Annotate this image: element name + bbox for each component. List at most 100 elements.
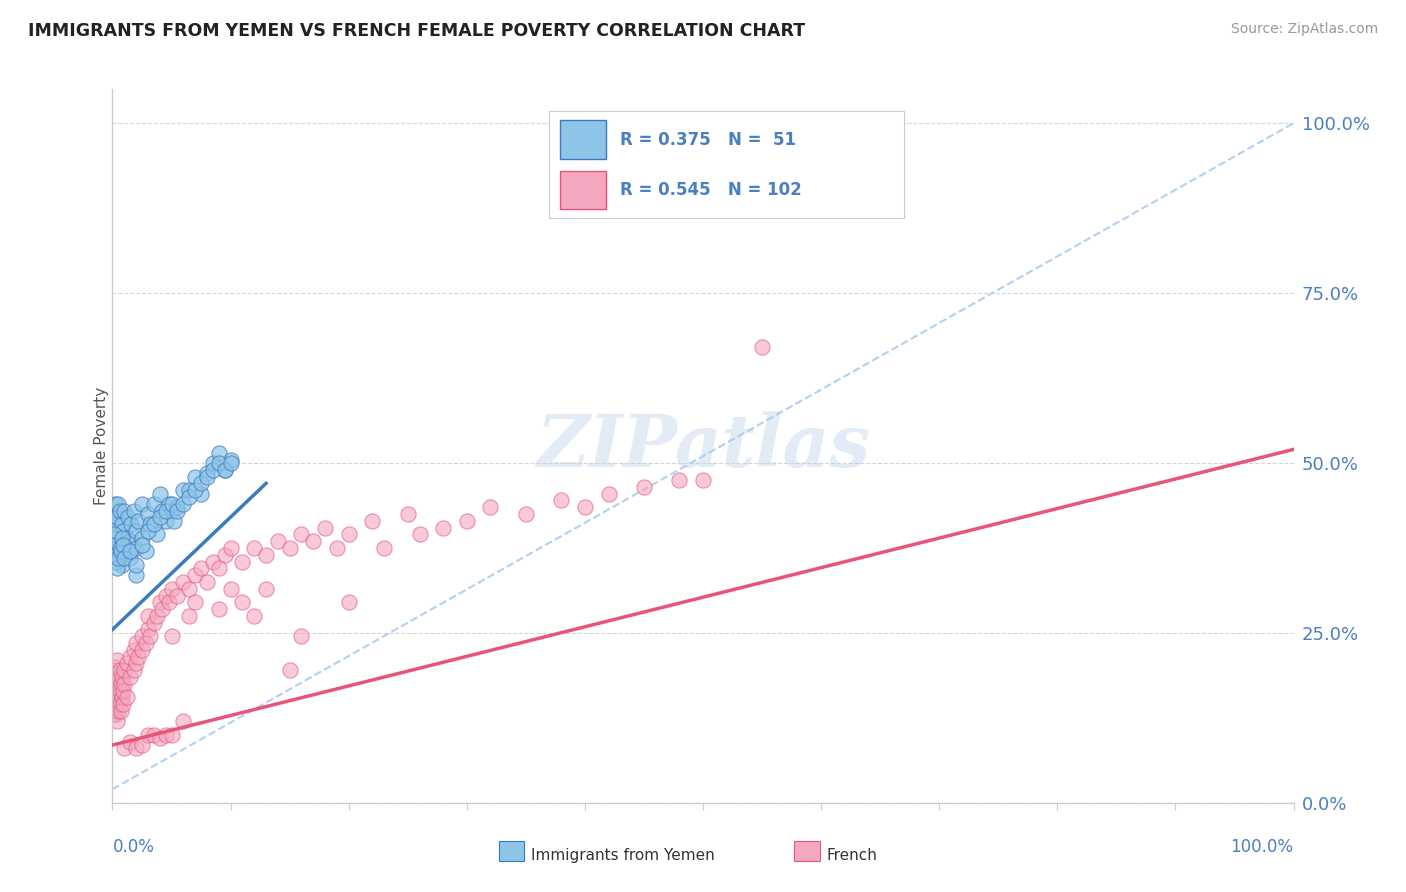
- Point: [160, 629, 183, 643]
- Point: [131, 497, 153, 511]
- Point: [136, 623, 159, 637]
- Point: [131, 643, 153, 657]
- Point: [155, 728, 177, 742]
- Point: [112, 537, 135, 551]
- Point: [104, 660, 127, 674]
- Point: [111, 517, 134, 532]
- Point: [149, 731, 172, 746]
- Point: [515, 507, 537, 521]
- Point: [195, 466, 218, 480]
- Point: [120, 544, 142, 558]
- Point: [108, 663, 131, 677]
- Point: [112, 551, 135, 566]
- Point: [135, 636, 157, 650]
- Point: [107, 551, 129, 566]
- Point: [179, 490, 201, 504]
- Point: [314, 520, 336, 534]
- Point: [105, 561, 128, 575]
- Point: [142, 615, 165, 630]
- Point: [160, 728, 183, 742]
- Point: [120, 534, 142, 549]
- Point: [146, 608, 169, 623]
- Point: [107, 690, 129, 705]
- Point: [163, 514, 186, 528]
- Point: [115, 657, 138, 671]
- Point: [179, 608, 201, 623]
- Text: 0.0%: 0.0%: [112, 838, 155, 856]
- Point: [155, 503, 177, 517]
- Point: [184, 568, 207, 582]
- Point: [112, 698, 135, 712]
- Point: [172, 483, 194, 498]
- Point: [278, 541, 301, 555]
- Point: [104, 700, 127, 714]
- Point: [111, 670, 134, 684]
- Point: [105, 707, 128, 722]
- Point: [120, 517, 142, 532]
- Point: [142, 497, 165, 511]
- Point: [208, 456, 231, 470]
- Point: [692, 473, 714, 487]
- Point: [254, 582, 277, 596]
- Point: [105, 555, 128, 569]
- Point: [104, 548, 127, 562]
- Point: [125, 657, 148, 671]
- Point: [105, 544, 128, 558]
- Point: [115, 690, 138, 705]
- Point: [208, 602, 231, 616]
- Point: [160, 503, 183, 517]
- Point: [172, 574, 194, 589]
- Point: [112, 544, 135, 558]
- Point: [131, 738, 153, 752]
- Point: [105, 714, 128, 729]
- Point: [105, 517, 128, 532]
- Point: [135, 544, 157, 558]
- Point: [120, 734, 142, 748]
- Point: [125, 741, 148, 756]
- Point: [108, 503, 131, 517]
- Point: [208, 446, 231, 460]
- Point: [122, 643, 145, 657]
- Point: [456, 514, 478, 528]
- Point: [111, 531, 134, 545]
- Point: [290, 527, 312, 541]
- Point: [166, 503, 188, 517]
- Y-axis label: Female Poverty: Female Poverty: [94, 387, 108, 505]
- Point: [104, 497, 127, 511]
- Point: [103, 694, 125, 708]
- Point: [195, 574, 218, 589]
- Point: [150, 602, 173, 616]
- Point: [136, 507, 159, 521]
- Point: [160, 582, 183, 596]
- Point: [131, 531, 153, 545]
- Text: French: French: [827, 848, 877, 863]
- Point: [112, 741, 135, 756]
- Point: [105, 680, 128, 694]
- Point: [136, 728, 159, 742]
- Point: [479, 500, 502, 515]
- Point: [139, 517, 162, 532]
- Point: [110, 544, 132, 558]
- Point: [108, 541, 131, 555]
- Point: [290, 629, 312, 643]
- Point: [254, 548, 277, 562]
- Point: [219, 452, 242, 467]
- Point: [751, 341, 773, 355]
- Point: [214, 548, 236, 562]
- Point: [150, 503, 173, 517]
- Point: [179, 582, 201, 596]
- Point: [104, 673, 127, 688]
- Point: [373, 541, 395, 555]
- Point: [110, 704, 132, 718]
- Text: Immigrants from Yemen: Immigrants from Yemen: [531, 848, 716, 863]
- Point: [139, 629, 162, 643]
- Point: [179, 483, 201, 498]
- Point: [120, 649, 142, 664]
- Point: [201, 555, 224, 569]
- Point: [103, 680, 125, 694]
- Point: [103, 527, 125, 541]
- Point: [103, 707, 125, 722]
- Point: [155, 514, 177, 528]
- Point: [326, 541, 349, 555]
- Point: [337, 595, 360, 609]
